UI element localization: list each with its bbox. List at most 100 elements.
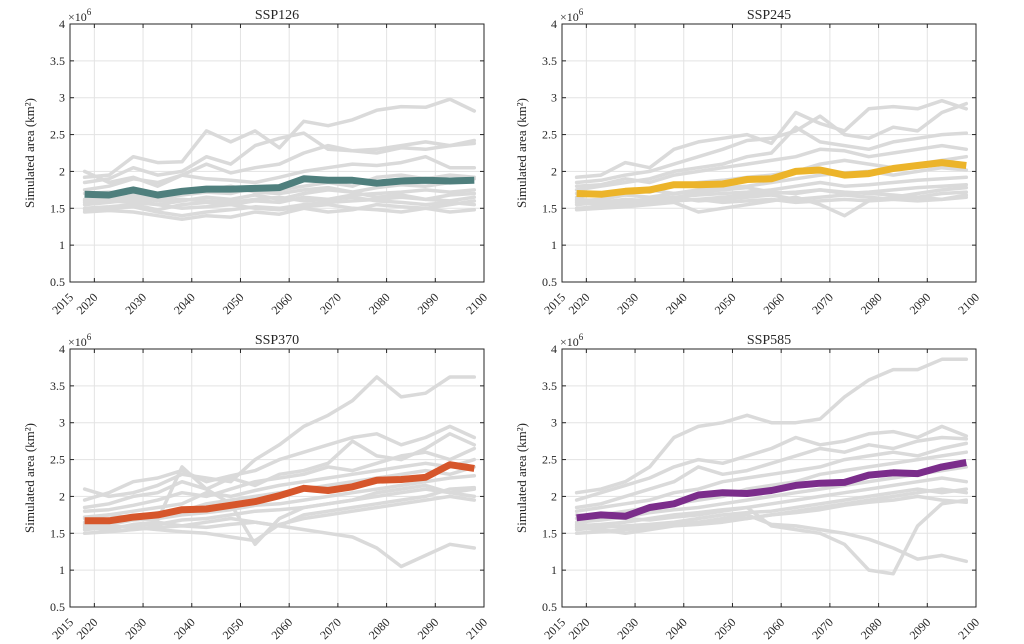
x-tick-label: 2100 bbox=[955, 290, 982, 317]
model-series-line bbox=[82, 520, 477, 569]
chart-title: SSP370 bbox=[255, 333, 299, 348]
y-tick-label: 0.5 bbox=[50, 275, 65, 289]
model-series-line bbox=[82, 424, 477, 502]
x-tick-label: 2040 bbox=[663, 615, 690, 642]
x-tick-label: 2090 bbox=[907, 615, 934, 642]
x-tick-label: 2060 bbox=[760, 615, 787, 642]
y-tick-label: 3.5 bbox=[50, 379, 65, 393]
model-series-line bbox=[574, 498, 969, 576]
x-tick-label: 2100 bbox=[463, 615, 490, 642]
x-tick-label: 2090 bbox=[415, 615, 442, 642]
mean-series-line bbox=[84, 175, 475, 199]
y-tick-label: 3.5 bbox=[50, 54, 65, 68]
y-tick-label: 0.5 bbox=[542, 275, 557, 289]
chart-title: SSP245 bbox=[747, 8, 791, 23]
y-multiplier-base: ×10 bbox=[68, 335, 87, 349]
x-tick-label: 2060 bbox=[268, 290, 295, 317]
model-series-line bbox=[82, 197, 477, 214]
y-tick-label: 1 bbox=[59, 563, 65, 577]
axes-frame bbox=[69, 348, 485, 608]
y-tick-label: 2 bbox=[551, 489, 557, 503]
y-tick-label: 1 bbox=[551, 563, 557, 577]
model-series-line bbox=[82, 446, 477, 513]
x-tick-label: 2050 bbox=[220, 290, 247, 317]
y-axis-label: Simulated area (km²) bbox=[22, 98, 37, 208]
y-axis-multiplier: ×106 bbox=[68, 332, 92, 349]
y-tick-label: 1.5 bbox=[542, 201, 557, 215]
y-axis-label: Simulated area (km²) bbox=[22, 423, 37, 533]
mean-series-line bbox=[576, 159, 967, 198]
y-axis-multiplier: ×106 bbox=[560, 7, 584, 24]
y-multiplier-exponent: 6 bbox=[579, 7, 584, 17]
y-tick-label: 2 bbox=[59, 489, 65, 503]
model-series-line bbox=[82, 97, 477, 180]
y-tick-label: 1.5 bbox=[50, 526, 65, 540]
y-tick-label: 4 bbox=[551, 17, 557, 31]
axes-frame bbox=[69, 23, 485, 283]
model-series-line bbox=[82, 465, 477, 547]
x-tick-label: 2070 bbox=[317, 615, 344, 642]
model-series-line bbox=[82, 188, 477, 212]
x-tick-label: 2050 bbox=[220, 615, 247, 642]
y-axis-label: Simulated area (km²) bbox=[514, 98, 529, 208]
x-tick-label: 2015 bbox=[541, 615, 568, 642]
x-tick-label: 2050 bbox=[712, 290, 739, 317]
x-tick-label: 2060 bbox=[268, 615, 295, 642]
model-series-line bbox=[574, 143, 969, 188]
model-series-line bbox=[574, 424, 969, 502]
y-tick-label: 3 bbox=[551, 416, 557, 430]
x-tick-label: 2030 bbox=[614, 615, 641, 642]
x-tick-label: 2080 bbox=[366, 290, 393, 317]
y-tick-label: 3 bbox=[59, 91, 65, 105]
x-tick-label: 2040 bbox=[171, 290, 198, 317]
y-tick-label: 3 bbox=[59, 416, 65, 430]
y-tick-label: 4 bbox=[59, 342, 65, 356]
mean-series-line bbox=[576, 459, 967, 522]
y-tick-label: 3.5 bbox=[542, 379, 557, 393]
x-tick-label: 2015 bbox=[541, 290, 568, 317]
x-tick-label: 2040 bbox=[171, 615, 198, 642]
y-axis-label: Simulated area (km²) bbox=[514, 423, 529, 533]
y-tick-label: 1 bbox=[551, 238, 557, 252]
y-tick-label: 4 bbox=[59, 17, 65, 31]
chart-title: SSP126 bbox=[255, 8, 299, 23]
x-tick-label: 2020 bbox=[566, 290, 593, 317]
grid bbox=[69, 23, 485, 283]
y-tick-label: 4 bbox=[551, 342, 557, 356]
model-series-line bbox=[82, 140, 477, 192]
ensemble-lines bbox=[574, 98, 969, 218]
y-axis-multiplier: ×106 bbox=[68, 7, 92, 24]
model-series-line bbox=[574, 357, 969, 495]
y-multiplier-exponent: 6 bbox=[87, 7, 92, 17]
x-tick-label: 2015 bbox=[49, 290, 76, 317]
x-tick-label: 2030 bbox=[122, 290, 149, 317]
y-axis-multiplier: ×106 bbox=[560, 332, 584, 349]
x-tick-label: 2090 bbox=[415, 290, 442, 317]
mean-series-line bbox=[84, 461, 475, 525]
axes-frame bbox=[561, 348, 977, 608]
model-series-line bbox=[574, 435, 969, 510]
x-tick-label: 2060 bbox=[760, 290, 787, 317]
model-series-line bbox=[82, 457, 477, 521]
model-series-line bbox=[82, 487, 477, 532]
y-tick-label: 2 bbox=[59, 164, 65, 178]
x-tick-label: 2080 bbox=[366, 615, 393, 642]
model-series-line bbox=[82, 131, 477, 185]
x-tick-label: 2040 bbox=[663, 290, 690, 317]
x-tick-label: 2020 bbox=[566, 615, 593, 642]
x-tick-label: 2050 bbox=[712, 615, 739, 642]
x-tick-label: 2030 bbox=[122, 615, 149, 642]
y-tick-label: 0.5 bbox=[50, 600, 65, 614]
y-tick-label: 2.5 bbox=[542, 128, 557, 142]
y-tick-label: 2 bbox=[551, 164, 557, 178]
x-tick-label: 2080 bbox=[858, 290, 885, 317]
model-series-line bbox=[574, 487, 969, 536]
model-series-line bbox=[574, 193, 969, 207]
y-tick-label: 3.5 bbox=[542, 54, 557, 68]
model-series-line bbox=[82, 195, 477, 207]
